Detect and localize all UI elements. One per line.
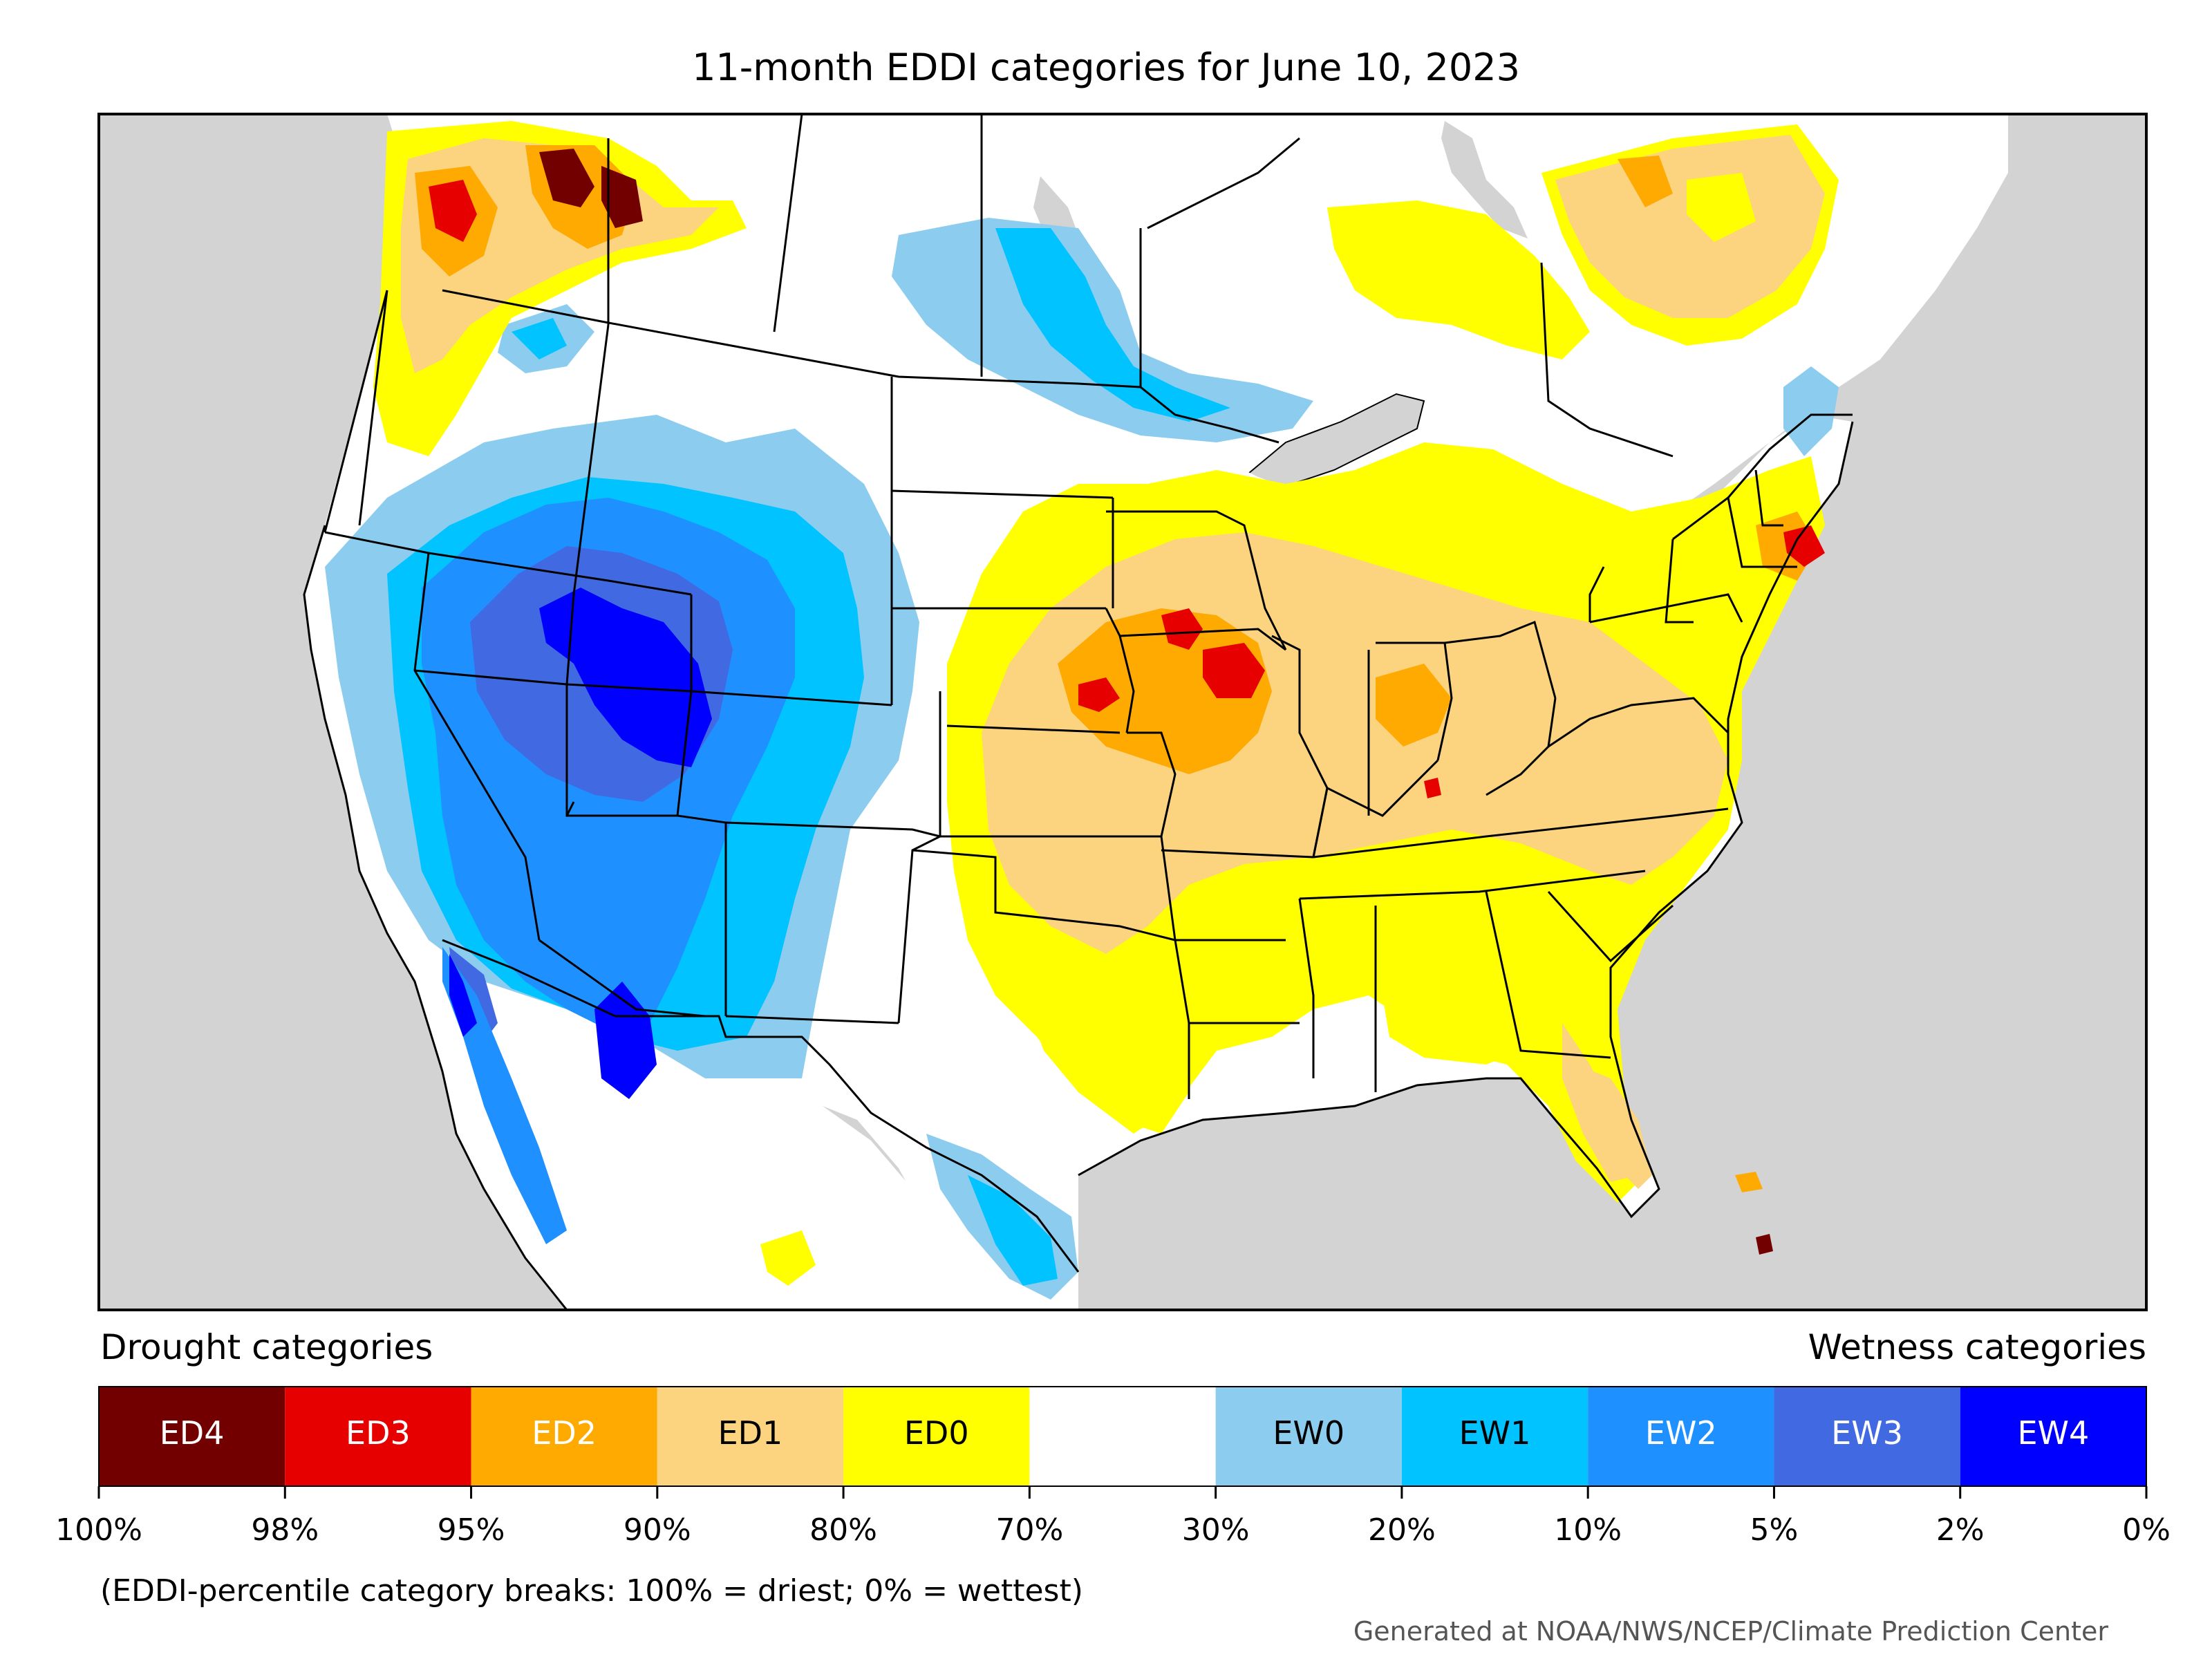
borders (303, 114, 1854, 1310)
legend-tick-label: 0% (2122, 1512, 2171, 1548)
credit-line: Generated at NOAA/NWS/NCEP/Climate Predi… (1353, 1616, 2108, 1647)
legend-label-ed2: ED2 (532, 1414, 597, 1452)
map-title: 11-month EDDI categories for June 10, 20… (692, 46, 1520, 89)
legend-tick-label: 10% (1554, 1512, 1622, 1548)
legend-swatch-ew1 (1401, 1387, 1588, 1486)
legend-label-ed1: ED1 (718, 1414, 783, 1452)
category-breaks-note: (EDDI-percentile category breaks: 100% =… (100, 1573, 1083, 1609)
legend-label-ew4: EW4 (2017, 1414, 2090, 1452)
legend-border (98, 1386, 2147, 1487)
legend-swatch-normal (1029, 1387, 1216, 1486)
legend-tick-label: 95% (437, 1512, 505, 1548)
legend-swatch-ew3 (1774, 1387, 1960, 1486)
hudson-bay (1441, 121, 1528, 238)
wetness-categories-heading: Wetness categories (1808, 1327, 2146, 1367)
legend-tick-label: 90% (623, 1512, 691, 1548)
legend-swatch-ed2 (471, 1387, 657, 1486)
legend-tick-label: 80% (809, 1512, 877, 1548)
legend-colorbar (97, 1386, 2148, 1499)
legend-label-ew3: EW3 (1831, 1414, 1903, 1452)
legend-swatch-ed0 (843, 1387, 1030, 1486)
legend-swatch-ew0 (1215, 1387, 1402, 1486)
legend-swatch-ed4 (99, 1387, 285, 1486)
legend-tick-label: 5% (1750, 1512, 1799, 1548)
drought-areas (373, 121, 1839, 1286)
legend-swatch-ed3 (285, 1387, 471, 1486)
legend-label-ew1: EW1 (1459, 1414, 1531, 1452)
legend-swatch-ed1 (657, 1387, 844, 1486)
legend-label-ew2: EW2 (1644, 1414, 1717, 1452)
legend-label-ed4: ED4 (159, 1414, 225, 1452)
legend-swatch-ew4 (1960, 1387, 2146, 1486)
legend-label-ew0: EW0 (1273, 1414, 1345, 1452)
mexico-land (442, 940, 982, 1310)
drought-categories-heading: Drought categories (100, 1327, 433, 1367)
legend-label-ed3: ED3 (346, 1414, 411, 1452)
legend-tick-label: 30% (1181, 1512, 1250, 1548)
legend-swatch-ew2 (1588, 1387, 1774, 1486)
map-frame (97, 113, 2148, 1311)
legend-tick-label: 98% (251, 1512, 319, 1548)
legend-tick-label: 100% (55, 1512, 142, 1548)
legend-tick-label: 20% (1368, 1512, 1436, 1548)
wetness-areas (325, 218, 1839, 1300)
legend-label-ed0: ED0 (903, 1414, 969, 1452)
legend-tick-label: 2% (1936, 1512, 1985, 1548)
legend-tick-label: 70% (995, 1512, 1064, 1548)
